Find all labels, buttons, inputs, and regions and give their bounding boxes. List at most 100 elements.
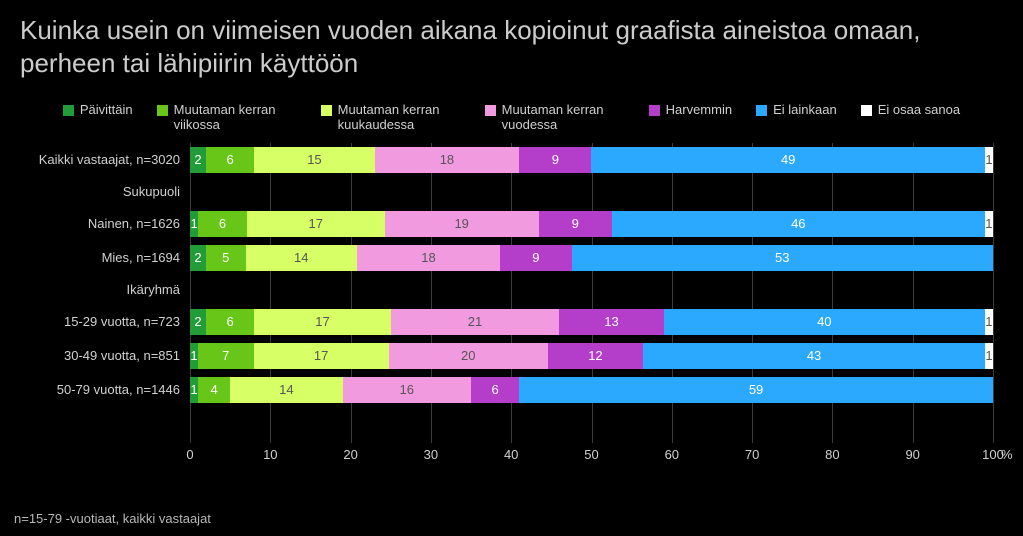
bar-segment: 21: [391, 309, 560, 335]
bar-segment: 18: [375, 147, 520, 173]
bar-segment: 20: [389, 343, 548, 369]
row-label: Sukupuoli: [10, 184, 190, 199]
stacked-bar: 1414166590: [190, 377, 993, 403]
legend-swatch: [861, 105, 872, 116]
group-header-row: Ikäryhmä: [190, 275, 993, 305]
legend-item: Ei lainkaan: [756, 103, 837, 133]
bar-segment: 2: [190, 245, 206, 271]
bar-segment: 15: [254, 147, 374, 173]
stacked-bar: 17172012431: [190, 343, 993, 369]
data-row: 15-29 vuotta, n=72326172113401: [190, 305, 993, 339]
legend-swatch: [649, 105, 660, 116]
x-tick-label: 80: [825, 447, 839, 462]
bar-segment: 2: [190, 309, 206, 335]
row-label: 30-49 vuotta, n=851: [10, 348, 190, 363]
x-tick-label: 70: [745, 447, 759, 462]
bar-segment: 2: [190, 147, 206, 173]
bar-segment: 1: [190, 211, 198, 237]
bar-segment: 53: [572, 245, 993, 271]
bar-segment: 43: [643, 343, 985, 369]
legend-label: Ei osaa sanoa: [878, 103, 960, 118]
x-tick-label: 50: [584, 447, 598, 462]
stacked-bar: 1617199461: [190, 211, 993, 237]
bar-segment: 49: [591, 147, 984, 173]
bar-segment: 14: [230, 377, 342, 403]
row-label: Kaikki vastaajat, n=3020: [10, 152, 190, 167]
bar-segment: 6: [206, 147, 254, 173]
legend-label: Muutaman kerran viikossa: [174, 103, 297, 133]
chart-rows: Kaikki vastaajat, n=30202615189491Sukupu…: [190, 143, 993, 407]
legend-item: Muutaman kerran viikossa: [157, 103, 297, 133]
bar-segment: 12: [548, 343, 643, 369]
bar-segment: 6: [471, 377, 519, 403]
bar-segment: 9: [519, 147, 591, 173]
legend-swatch: [157, 105, 168, 116]
group-header-row: Sukupuoli: [190, 177, 993, 207]
data-row: Nainen, n=16261617199461: [190, 207, 993, 241]
chart-plot-area: Kaikki vastaajat, n=30202615189491Sukupu…: [190, 143, 993, 443]
row-label: 50-79 vuotta, n=1446: [10, 382, 190, 397]
bar-segment: 1: [985, 309, 993, 335]
bar-segment: 1: [985, 343, 993, 369]
row-label: Nainen, n=1626: [10, 216, 190, 231]
data-row: Mies, n=16942514189530: [190, 241, 993, 275]
stacked-bar: 26172113401: [190, 309, 993, 335]
bar-segment: 7: [198, 343, 254, 369]
x-tick-label: 0: [186, 447, 193, 462]
chart-footnote: n=15-79 -vuotiaat, kaikki vastaajat: [14, 511, 211, 526]
data-row: 30-49 vuotta, n=85117172012431: [190, 339, 993, 373]
stacked-bar: 2514189530: [190, 245, 993, 271]
legend-swatch: [63, 105, 74, 116]
legend-label: Muutaman kerran vuodessa: [502, 103, 625, 133]
legend-swatch: [485, 105, 496, 116]
legend-label: Ei lainkaan: [773, 103, 837, 118]
stacked-bar: 2615189491: [190, 147, 993, 173]
chart-x-axis: 0102030405060708090100%: [190, 443, 993, 473]
bar-segment: 40: [664, 309, 985, 335]
data-row: 50-79 vuotta, n=14461414166590: [190, 373, 993, 407]
x-tick-label: 40: [504, 447, 518, 462]
legend-item: Harvemmin: [649, 103, 732, 133]
x-tick-label: 20: [343, 447, 357, 462]
bar-segment: 1: [985, 211, 993, 237]
bar-segment: 4: [198, 377, 230, 403]
bar-segment: 17: [247, 211, 385, 237]
x-tick-label: 30: [424, 447, 438, 462]
legend-item: Muutaman kerran vuodessa: [485, 103, 625, 133]
data-row: Kaikki vastaajat, n=30202615189491: [190, 143, 993, 177]
bar-segment: 9: [539, 211, 612, 237]
legend-swatch: [321, 105, 332, 116]
x-tick-label: 90: [905, 447, 919, 462]
x-tick-label: 10: [263, 447, 277, 462]
bar-segment: 17: [254, 343, 389, 369]
grid-line: [993, 143, 994, 443]
chart-title: Kuinka usein on viimeisen vuoden aikana …: [0, 0, 1023, 79]
bar-segment: 5: [206, 245, 246, 271]
bar-segment: 17: [254, 309, 391, 335]
x-tick-label: 60: [665, 447, 679, 462]
bar-segment: 19: [385, 211, 539, 237]
bar-segment: 1: [190, 343, 198, 369]
bar-segment: 16: [343, 377, 471, 403]
bar-segment: 59: [519, 377, 993, 403]
bar-segment: 1: [190, 377, 198, 403]
row-label: 15-29 vuotta, n=723: [10, 314, 190, 329]
legend-item: Muutaman kerran kuukaudessa: [321, 103, 461, 133]
bar-segment: 13: [559, 309, 663, 335]
bar-segment: 14: [246, 245, 357, 271]
legend-label: Muutaman kerran kuukaudessa: [338, 103, 461, 133]
bar-segment: 6: [198, 211, 247, 237]
legend-label: Harvemmin: [666, 103, 732, 118]
row-label: Mies, n=1694: [10, 250, 190, 265]
legend-item: Ei osaa sanoa: [861, 103, 960, 133]
legend-label: Päivittäin: [80, 103, 133, 118]
chart-legend: Päivittäin Muutaman kerran viikossa Muutam…: [0, 79, 1023, 143]
row-label: Ikäryhmä: [10, 282, 190, 297]
bar-segment: 6: [206, 309, 254, 335]
bar-segment: 9: [500, 245, 572, 271]
bar-segment: 1: [985, 147, 993, 173]
legend-swatch: [756, 105, 767, 116]
bar-segment: 46: [612, 211, 985, 237]
legend-item: Päivittäin: [63, 103, 133, 133]
x-axis-unit: %: [1001, 447, 1013, 462]
